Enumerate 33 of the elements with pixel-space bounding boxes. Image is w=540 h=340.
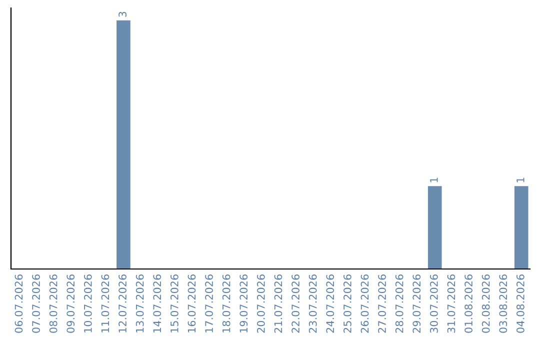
x-tick-label: 11.07.2026 [101, 274, 110, 332]
x-tick-label: 27.07.2026 [378, 274, 386, 333]
x-tick-label: 01.08.2026 [464, 274, 472, 333]
data-label: 1 [516, 178, 524, 182]
x-tick-label: 07.07.2026 [32, 274, 40, 333]
x-tick-label: 03.08.2026 [499, 274, 508, 333]
x-tick-label: 09.07.2026 [66, 274, 75, 333]
x-tick-label: 08.07.2026 [49, 274, 58, 333]
x-tick-label: 02.08.2026 [482, 274, 490, 333]
x-tick-label: 21.07.2026 [274, 274, 282, 333]
x-tick-label: 10.07.2026 [84, 274, 92, 332]
x-tick-label: 23.07.2026 [308, 274, 317, 333]
x-tick-label: 13.07.2026 [136, 274, 144, 332]
x-tick-label: 25.07.2026 [343, 274, 352, 333]
x-tick-label: 31.07.2026 [447, 274, 456, 333]
x-tick-label: 19.07.2026 [240, 274, 248, 332]
x-tick-label: 14.07.2026 [153, 274, 162, 332]
x-tick-label: 29.07.2026 [412, 274, 421, 333]
x-tick-label: 06.07.2026 [14, 274, 23, 333]
x-tick-label: 30.07.2026 [430, 274, 438, 333]
x-tick-label: 20.07.2026 [256, 274, 265, 333]
x-tick-label: 12.07.2026 [118, 274, 126, 332]
x-tick-label: 28.07.2026 [395, 274, 404, 333]
x-tick-label: 17.07.2026 [205, 274, 213, 332]
x-tick-label: 15.07.2026 [170, 274, 178, 332]
data-label: 1 [430, 178, 438, 182]
data-label: 3 [118, 12, 126, 17]
x-tick-label: 16.07.2026 [188, 274, 196, 332]
x-tick-label: 04.08.2026 [516, 274, 524, 333]
x-tick-label: 26.07.2026 [360, 274, 369, 333]
x-tick-label: 18.07.2026 [222, 274, 230, 332]
x-tick-label: 24.07.2026 [326, 274, 334, 333]
x-tick-label: 22.07.2026 [292, 274, 300, 333]
